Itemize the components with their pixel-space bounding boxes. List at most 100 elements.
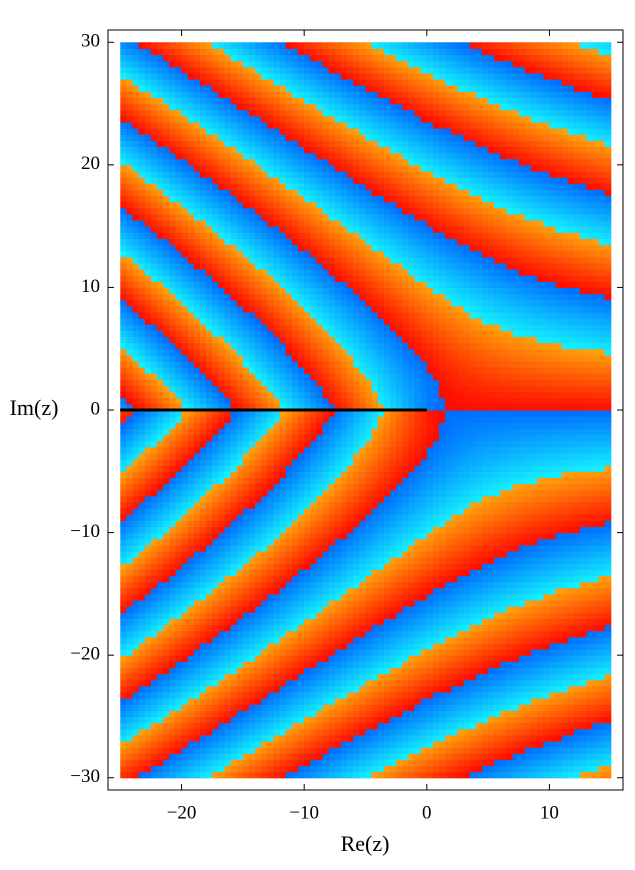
color-cell <box>298 305 305 313</box>
color-cell <box>120 587 127 595</box>
color-cell <box>230 183 238 190</box>
color-cell <box>371 342 379 350</box>
color-cell <box>340 293 348 301</box>
color-cell <box>224 60 232 68</box>
color-cell <box>267 691 275 699</box>
color-cell <box>193 79 201 86</box>
color-cell <box>242 410 250 417</box>
color-cell <box>353 232 360 239</box>
color-cell <box>230 581 238 589</box>
color-cell <box>169 287 177 295</box>
color-cell <box>255 91 262 99</box>
color-cell <box>120 416 127 423</box>
color-cell <box>199 48 207 56</box>
color-cell <box>365 489 373 497</box>
color-cell <box>206 195 213 203</box>
color-cell <box>181 318 189 325</box>
color-cell <box>218 220 226 227</box>
color-cell <box>310 428 318 436</box>
color-cell <box>304 765 311 773</box>
color-cell <box>236 422 244 429</box>
color-cell <box>187 189 195 197</box>
color-cell <box>132 465 140 472</box>
color-cell <box>236 72 244 80</box>
color-cell <box>334 281 342 289</box>
color-cell <box>120 324 127 331</box>
color-cell <box>236 532 244 540</box>
color-cell <box>371 489 379 497</box>
color-cell <box>175 446 183 454</box>
color-cell <box>175 508 183 515</box>
color-cell <box>218 704 226 711</box>
color-cell <box>175 250 183 258</box>
color-cell <box>199 121 207 129</box>
color-cell <box>279 483 287 491</box>
color-cell <box>126 299 134 307</box>
color-cell <box>261 134 269 141</box>
color-cell <box>316 42 324 49</box>
color-cell <box>267 465 275 472</box>
color-cell <box>267 740 275 748</box>
color-cell <box>304 501 311 509</box>
color-cell <box>285 587 293 595</box>
color-cell <box>255 685 262 693</box>
color-cell <box>138 275 146 282</box>
color-cell <box>255 348 262 356</box>
color-cell <box>353 759 360 767</box>
color-cell <box>334 593 342 601</box>
color-cell <box>322 72 330 80</box>
color-cell <box>328 391 336 399</box>
color-cell <box>267 189 275 197</box>
color-cell <box>340 269 348 276</box>
color-cell <box>279 66 287 74</box>
color-cell <box>212 410 219 417</box>
color-cell <box>144 85 152 92</box>
color-cell <box>175 140 183 148</box>
color-cell <box>181 213 189 221</box>
color-cell <box>230 459 238 466</box>
color-cell <box>291 740 299 748</box>
color-cell <box>340 618 348 626</box>
color-cell <box>328 85 336 92</box>
color-cell <box>187 232 195 239</box>
color-cell <box>353 710 360 718</box>
color-cell <box>126 753 134 760</box>
color-cell <box>175 60 183 68</box>
color-cell <box>359 115 367 123</box>
color-cell <box>242 299 250 307</box>
color-cell <box>218 152 226 160</box>
color-cell <box>138 164 146 172</box>
color-cell <box>353 526 360 534</box>
color-cell <box>236 54 244 62</box>
color-cell <box>310 710 318 718</box>
color-cell <box>310 538 318 546</box>
color-cell <box>230 416 238 423</box>
color-cell <box>181 416 189 423</box>
color-cell <box>224 262 232 270</box>
color-cell <box>187 379 195 387</box>
color-cell <box>249 563 256 570</box>
color-cell <box>279 489 287 497</box>
color-cell <box>347 275 354 282</box>
color-cell <box>316 557 324 564</box>
color-cell <box>242 416 250 423</box>
color-cell <box>120 593 127 601</box>
color-cell <box>359 636 367 644</box>
color-cell <box>242 722 250 730</box>
color-cell <box>218 526 226 534</box>
color-cell <box>328 183 336 190</box>
color-cell <box>334 250 342 258</box>
color-cell <box>138 170 146 178</box>
color-cell <box>138 146 146 154</box>
color-cell <box>132 403 140 411</box>
color-cell <box>224 734 232 742</box>
color-cell <box>144 164 152 172</box>
color-cell <box>212 557 219 564</box>
color-cell <box>322 330 330 338</box>
color-cell <box>150 60 158 68</box>
color-cell <box>316 109 324 117</box>
color-cell <box>138 704 146 711</box>
color-cell <box>310 642 318 650</box>
color-cell <box>144 54 152 62</box>
color-cell <box>261 152 269 160</box>
